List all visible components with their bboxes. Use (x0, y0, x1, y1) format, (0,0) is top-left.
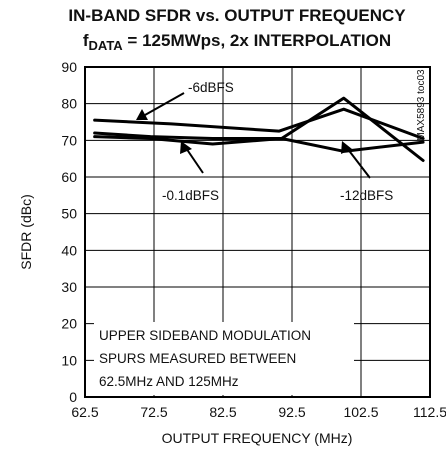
y-tick-label: 60 (61, 169, 77, 185)
y-tick-label: 0 (69, 389, 77, 405)
y-axis-label: SFDR (dBc) (18, 194, 34, 269)
arrowhead-12dbfs (341, 141, 352, 154)
y-tick-label: 30 (61, 279, 77, 295)
series-lines (93, 96, 425, 162)
x-tick-label: 72.5 (140, 404, 167, 420)
arrow-01dbfs (185, 147, 204, 174)
title-subscript: DATA (89, 38, 124, 53)
annotations: -6dBFS -0.1dBFS -12dBFS UPPER SIDEBAND M… (94, 80, 393, 395)
chart-title-line2: fDATA = 125MWps, 2x INTERPOLATION (83, 31, 391, 53)
series-line-2 (93, 131, 425, 153)
arrow-6dbfs (144, 92, 185, 116)
arrowhead-6dbfs (136, 109, 148, 120)
side-code: MAX5893 toc03 (416, 69, 427, 141)
y-tick-label: 90 (61, 59, 77, 75)
arrow-12dbfs (346, 147, 371, 179)
x-tick-label: 112.5 (413, 404, 446, 420)
x-axis-label: OUTPUT FREQUENCY (MHz) (162, 430, 353, 446)
note-background (94, 322, 354, 395)
title-f: f (83, 31, 89, 50)
arrowhead-01dbfs (180, 141, 192, 154)
title-rest: = 125MWps, 2x INTERPOLATION (123, 31, 391, 50)
y-tick-label: 40 (61, 242, 77, 258)
x-tick-label: 82.5 (209, 404, 236, 420)
plot-frame (84, 66, 431, 398)
label-6dbfs: -6dBFS (188, 80, 234, 95)
y-tick-label: 10 (61, 352, 77, 368)
note-line1: UPPER SIDEBAND MODULATION (99, 328, 311, 343)
y-tick-label: 70 (61, 132, 77, 148)
chart-title-line1: IN-BAND SFDR vs. OUTPUT FREQUENCY (68, 6, 406, 25)
x-tick-label: 102.5 (343, 404, 378, 420)
note-line2: SPURS MEASURED BETWEEN (99, 351, 296, 366)
x-tick-label: 92.5 (278, 404, 305, 420)
tick-labels: 62.5 72.5 82.5 92.5 102.5 112.5 0 10 20 30 40 50 60 7… (61, 59, 446, 420)
y-tick-label: 50 (61, 206, 77, 222)
series-line-1 (93, 96, 425, 162)
note-line3: 62.5MHz AND 125MHz (99, 374, 239, 389)
y-tick-label: 80 (61, 96, 77, 112)
label-01dbfs: -0.1dBFS (162, 188, 219, 203)
x-tick-label: 62.5 (71, 404, 98, 420)
label-12dbfs: -12dBFS (340, 188, 393, 203)
y-tick-label: 20 (61, 316, 77, 332)
